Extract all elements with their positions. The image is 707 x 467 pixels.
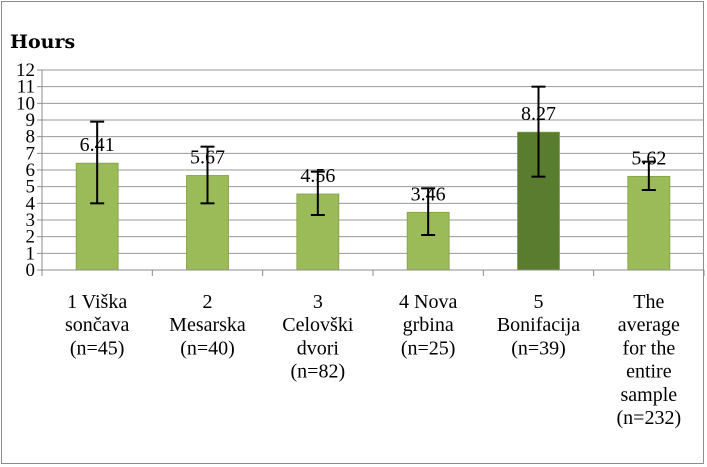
category-label-line: dvori — [297, 337, 340, 359]
y-tick-label: 2 — [26, 227, 36, 248]
category-label-line: Mesarska — [169, 314, 246, 336]
error-bar — [421, 187, 436, 236]
y-tick-label: 7 — [26, 143, 36, 164]
category-label-line: 2 — [203, 291, 213, 313]
error-bars — [90, 85, 656, 236]
category-label: 5 Bonifacija (n=39) — [497, 291, 580, 359]
y-tick-label: 3 — [26, 210, 36, 231]
category-labels: 1 Viška sončava (n=45) 2 Mesarska (n=40) 3 Celo… — [65, 291, 681, 429]
data-label: 5.62 — [631, 147, 666, 169]
category-label-line: 3 — [313, 291, 323, 313]
category-label-line: entire — [626, 361, 672, 383]
data-label: 6.41 — [80, 134, 115, 156]
y-tick-label: 11 — [17, 77, 35, 98]
category-label-line: sončava — [65, 314, 130, 336]
y-tick-label: 4 — [26, 193, 36, 214]
data-label: 8.27 — [521, 103, 556, 125]
y-tick-label: 9 — [26, 110, 36, 131]
y-tick-label: 12 — [16, 60, 35, 81]
category-label-line: average — [618, 314, 680, 336]
category-label-line: for the — [622, 337, 675, 359]
category-label: 2 Mesarska (n=40) — [169, 291, 246, 359]
category-label: 3 Celovški dvori (n=82) — [282, 291, 354, 383]
error-bar — [641, 160, 656, 191]
category-label-line: sample — [621, 384, 678, 406]
category-label-line: 1 Viška — [67, 291, 127, 313]
y-tick-label: 5 — [26, 177, 36, 198]
error-bar — [531, 85, 546, 178]
error-bar — [310, 170, 325, 216]
category-label-line: 5 — [534, 291, 544, 313]
data-label: 3.46 — [411, 183, 446, 205]
error-bar — [200, 145, 215, 205]
category-label-line: (n=40) — [180, 337, 235, 359]
y-tick-label: 8 — [26, 127, 36, 148]
y-tick-label: 1 — [26, 243, 36, 264]
bar — [627, 175, 671, 271]
category-label-line: (n=45) — [70, 337, 125, 359]
error-bar — [90, 120, 105, 205]
category-label-line: 4 Nova — [399, 291, 457, 313]
category-label-line: (n=25) — [401, 337, 456, 359]
data-label: 4.56 — [300, 165, 335, 187]
data-labels: 6.41 5.67 4.56 3.46 8.27 5.62 — [80, 103, 667, 205]
category-label-line: Celovški — [282, 314, 354, 336]
category-label-line: grbina — [403, 314, 454, 336]
category-label-line: (n=82) — [291, 361, 346, 383]
category-label: 1 Viška sončava (n=45) — [65, 291, 130, 359]
category-label-line: Bonifacija — [497, 314, 580, 336]
axes — [41, 70, 705, 276]
y-tick-label: 0 — [26, 260, 36, 281]
category-label: The average for the entire sample (n=232) — [617, 291, 682, 429]
y-tick-label: 10 — [16, 93, 35, 114]
data-label: 5.67 — [190, 147, 225, 169]
gridlines — [42, 69, 704, 271]
category-label: 4 Nova grbina (n=25) — [399, 291, 457, 359]
category-label-line: (n=39) — [511, 337, 566, 359]
y-axis-label: Hours — [10, 31, 75, 53]
y-tick-label: 6 — [26, 160, 36, 181]
category-label-line: (n=232) — [617, 407, 682, 429]
category-label-line: The — [633, 291, 664, 313]
